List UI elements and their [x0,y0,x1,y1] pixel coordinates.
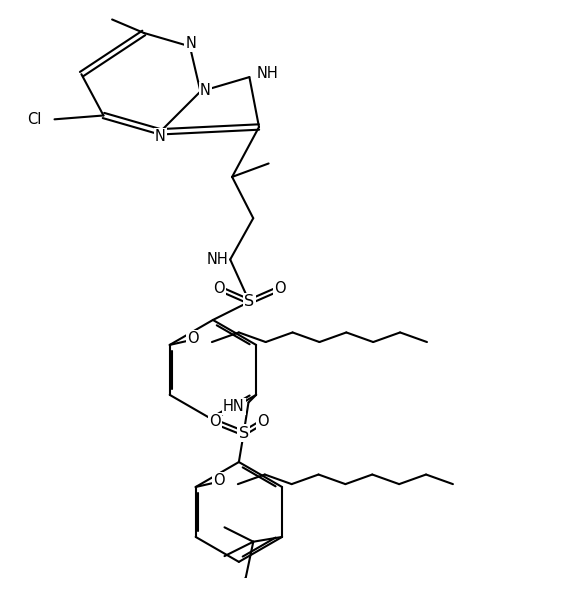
Text: NH: NH [257,65,279,81]
Text: S: S [245,294,255,309]
Text: N: N [186,36,196,51]
Text: N: N [155,129,166,144]
Text: O: O [257,414,269,429]
Text: O: O [187,331,199,346]
Text: O: O [213,473,225,488]
Text: O: O [275,281,286,296]
Text: Cl: Cl [27,112,41,127]
Text: NH: NH [207,252,228,267]
Text: S: S [239,426,248,441]
Text: HN: HN [223,399,245,414]
Text: N: N [200,83,211,98]
Text: O: O [213,281,225,296]
Text: O: O [209,414,221,429]
